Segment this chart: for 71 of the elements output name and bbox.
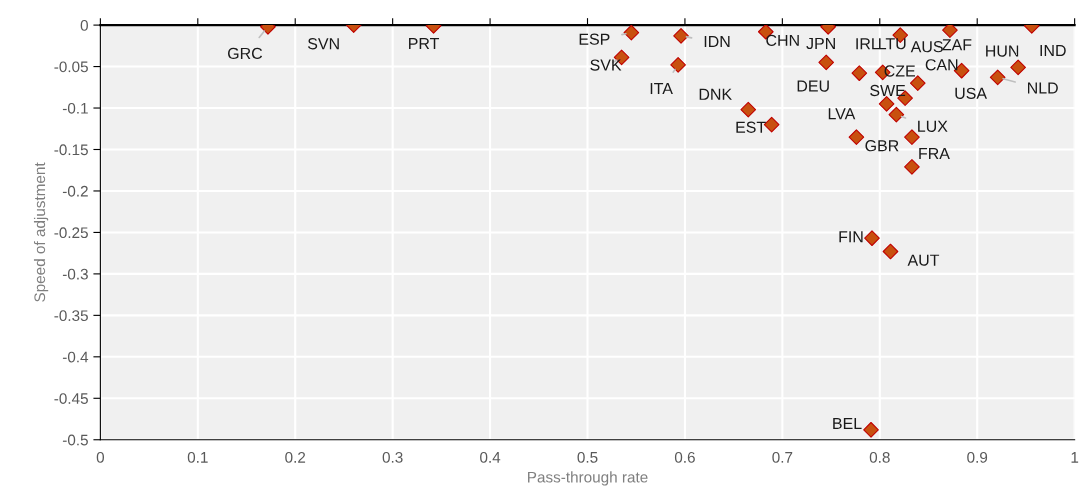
y-tick-label: -0.4 xyxy=(62,351,89,363)
annotation: ITA xyxy=(650,83,673,95)
point xyxy=(670,57,686,73)
y-axis-title: Speed of adjustment xyxy=(33,162,49,302)
annotation: IRL xyxy=(856,38,880,50)
point xyxy=(942,25,958,38)
y-tick-label: -0.45 xyxy=(54,393,88,404)
annotation: FRA xyxy=(919,148,950,160)
point xyxy=(878,96,895,112)
point xyxy=(863,421,879,438)
annotation: CHN xyxy=(766,34,799,47)
y-tick-label: -0.5 xyxy=(62,434,88,446)
annotation: NLD xyxy=(1028,82,1058,94)
annotation: SWE xyxy=(870,84,906,97)
x-tick-label: 1 xyxy=(1071,452,1079,463)
annotation: GBR xyxy=(865,140,899,152)
point xyxy=(904,159,920,175)
annotation: AUS xyxy=(910,41,943,53)
annotation: CAN xyxy=(925,59,958,71)
y-tick-label: -0.3 xyxy=(62,268,88,280)
y-tick-label: -0.05 xyxy=(54,61,88,73)
annotation: GRC xyxy=(228,47,263,60)
x-tick-label: 0.6 xyxy=(674,451,695,463)
annotation: LUX xyxy=(918,120,948,132)
point xyxy=(673,28,689,44)
y-tick-label: -0.1 xyxy=(62,102,88,114)
x-tick-label: 0.9 xyxy=(967,451,988,463)
x-tick-label: 0.8 xyxy=(869,451,890,463)
annotation: DEU xyxy=(797,80,829,92)
x-axis-title: Pass-through rate xyxy=(528,471,648,486)
x-tick-label: 0.3 xyxy=(382,451,403,463)
point xyxy=(904,129,920,145)
point xyxy=(882,243,899,260)
y-tick-label: -0.35 xyxy=(54,310,88,322)
x-tick-label: 0.4 xyxy=(480,451,501,463)
point xyxy=(989,69,1006,86)
annotation: HUN xyxy=(986,45,1019,57)
annotation: LTU xyxy=(879,38,906,50)
annotation: JPN xyxy=(806,37,835,50)
y-tick-label: -0.15 xyxy=(54,144,88,156)
x-tick-label: 0.1 xyxy=(187,451,208,463)
point xyxy=(1010,59,1026,76)
annotation: FIN xyxy=(839,231,863,243)
point xyxy=(851,65,868,82)
y-tick-label: -0.2 xyxy=(62,185,88,197)
point xyxy=(740,101,757,118)
annotation: BEL xyxy=(833,417,862,429)
annotation: SVK xyxy=(590,59,622,71)
annotation: AUT xyxy=(907,254,940,266)
annotation: IDN xyxy=(704,36,730,48)
annotation: DNK xyxy=(699,88,732,100)
point xyxy=(623,25,640,41)
annotation: PRT xyxy=(409,38,440,50)
annotation: ZAF xyxy=(942,39,972,51)
x-tick-label: 0.7 xyxy=(772,451,793,463)
annotation: ESP xyxy=(579,33,610,45)
annotation: LVA xyxy=(828,108,856,120)
annotation: IND xyxy=(1040,45,1066,57)
x-tick-label: 0.5 xyxy=(577,451,598,463)
point xyxy=(818,54,835,71)
y-tick-label: -0.25 xyxy=(54,227,88,239)
annotation: EST xyxy=(736,121,766,133)
y-tick-label: 0 xyxy=(80,19,88,31)
annotation: USA xyxy=(955,87,988,99)
point xyxy=(909,75,926,91)
point xyxy=(888,106,905,123)
point xyxy=(848,129,865,145)
x-tick-label: 0.2 xyxy=(285,451,306,463)
point xyxy=(864,230,880,247)
annotation: SVN xyxy=(307,38,339,50)
x-tick-label: 0 xyxy=(96,451,105,463)
